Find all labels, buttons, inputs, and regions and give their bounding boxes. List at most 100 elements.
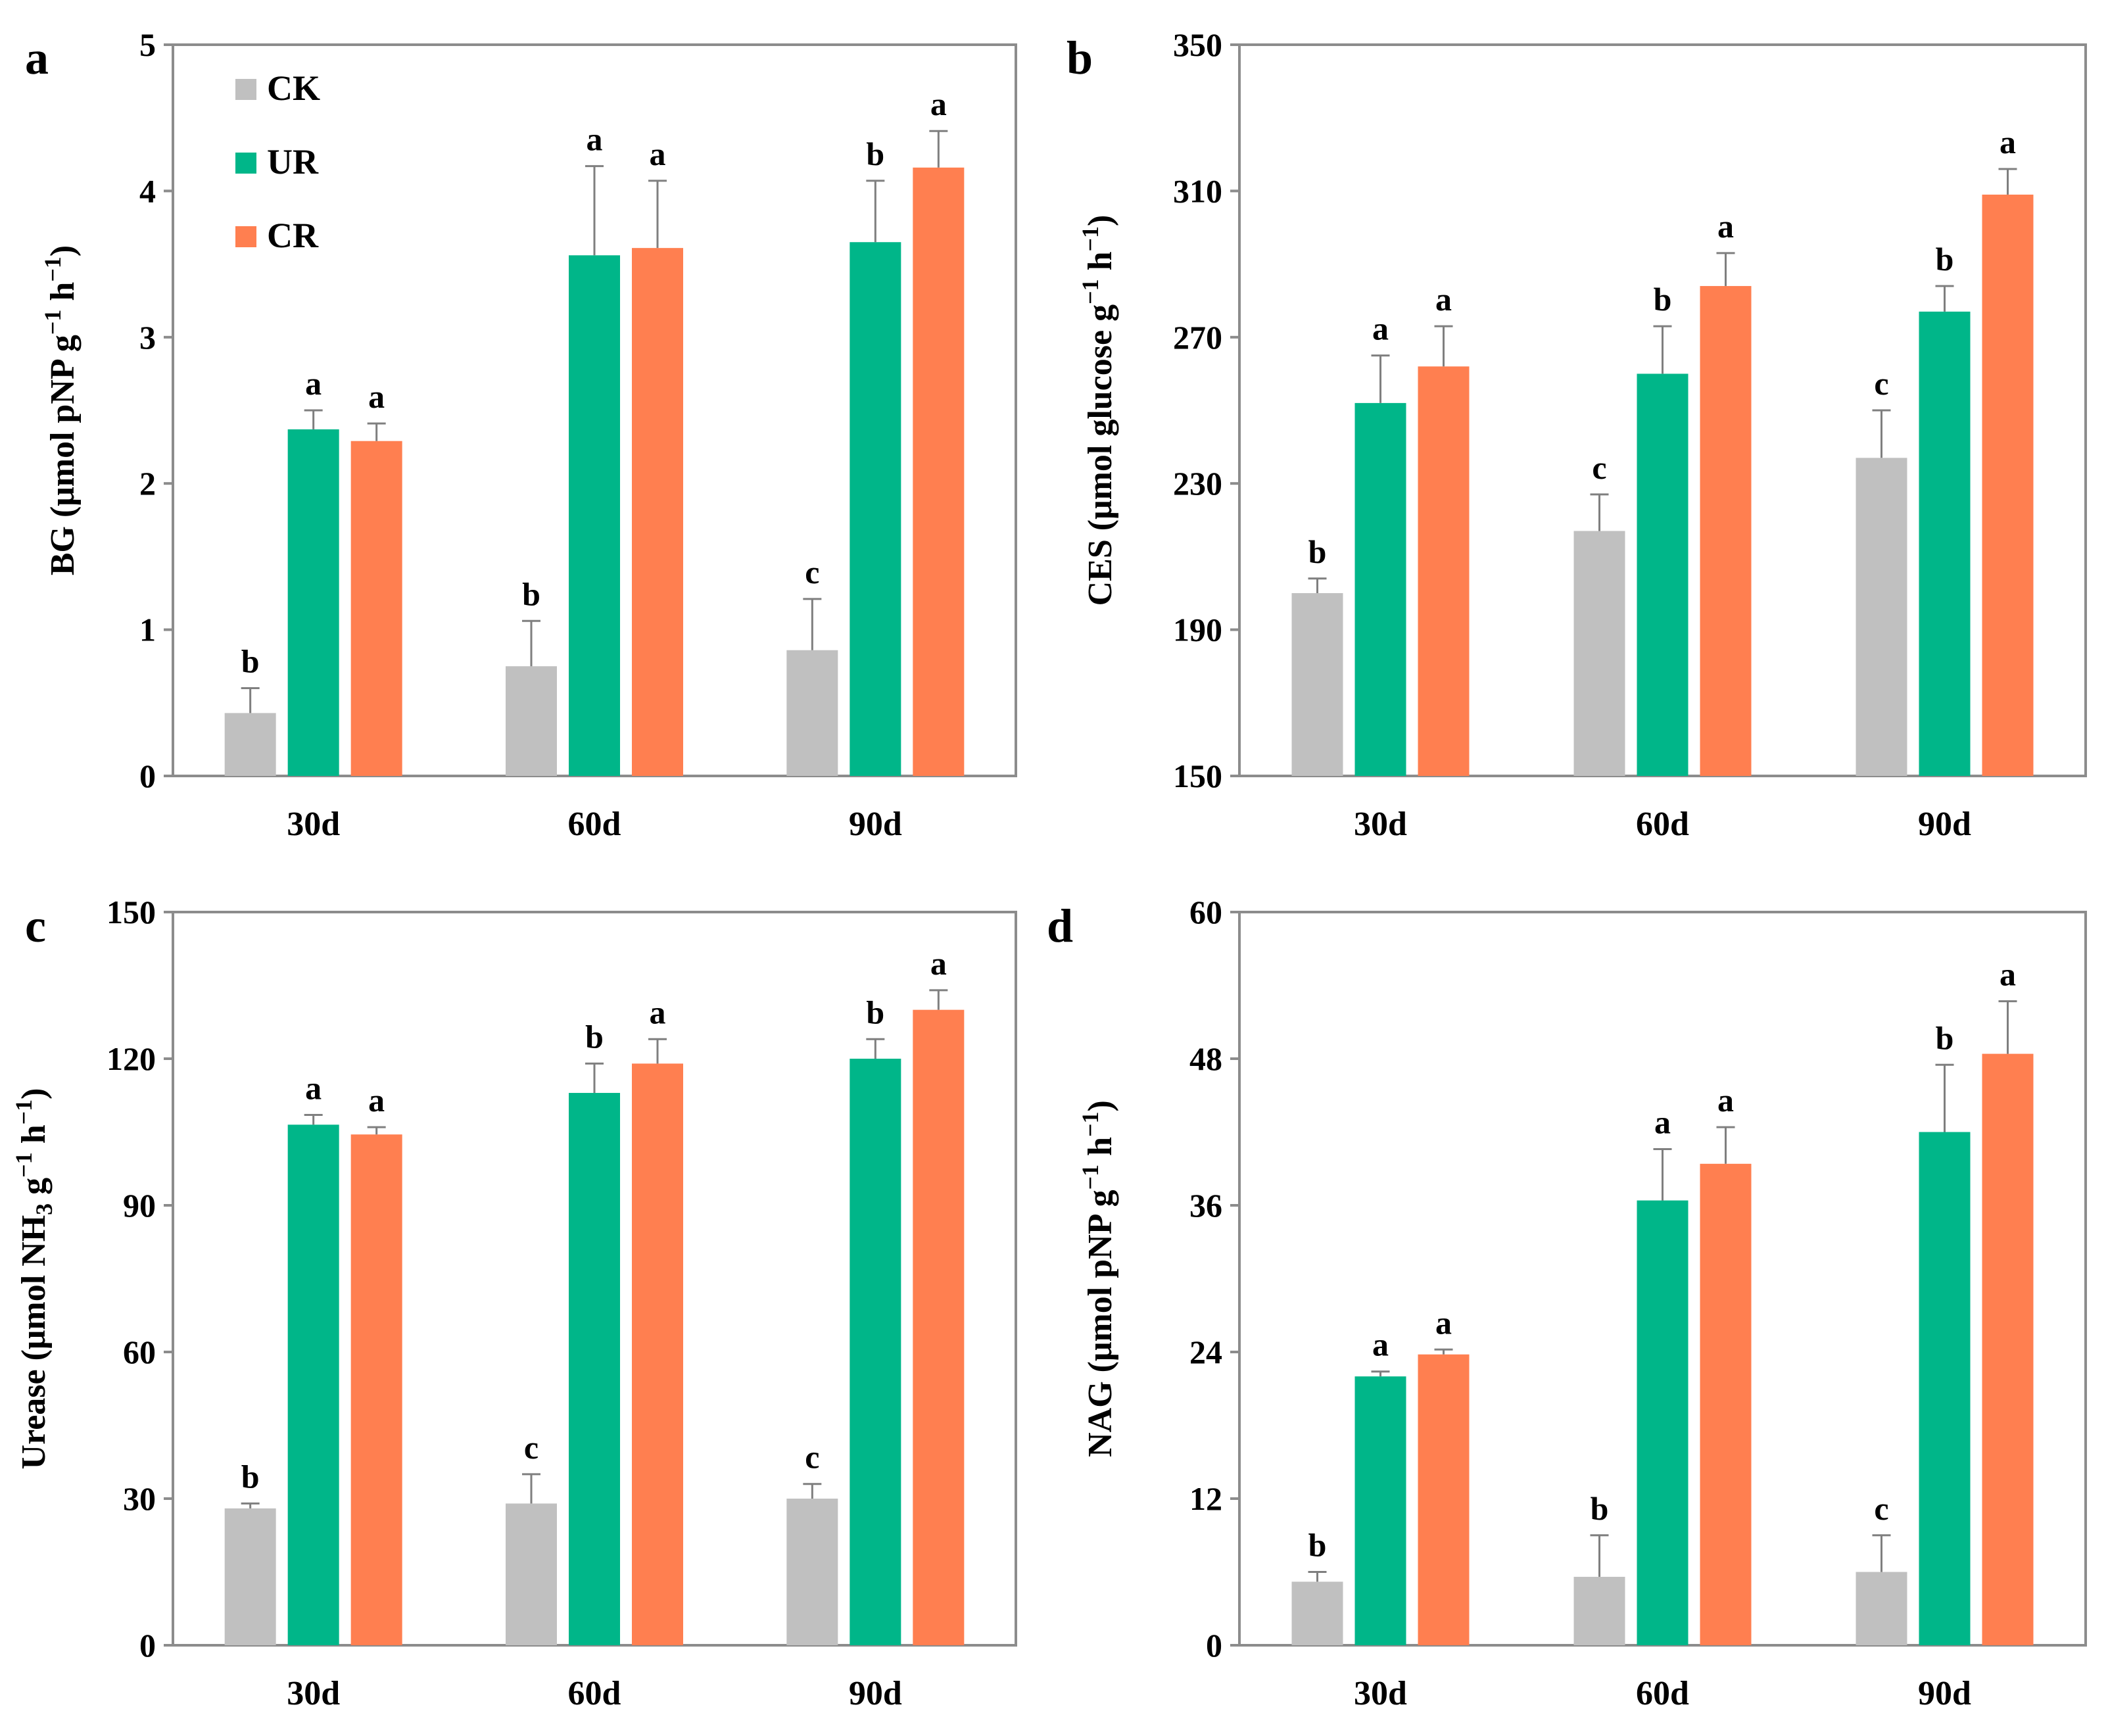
y-tick-label: 230 bbox=[1173, 465, 1222, 502]
bar-ck-60d bbox=[1573, 531, 1625, 776]
legend-swatch-ck bbox=[235, 79, 256, 100]
bar-ur-90d bbox=[850, 1059, 901, 1645]
legend-label-ur: UR bbox=[267, 142, 319, 181]
bar-ur-60d bbox=[569, 255, 620, 777]
x-tick-label: 30d bbox=[1354, 806, 1407, 843]
y-tick-label: 190 bbox=[1173, 612, 1222, 648]
bar-cr-60d bbox=[1700, 285, 1752, 777]
significance-label: a bbox=[305, 1069, 322, 1106]
bar-cr-30d bbox=[1418, 1354, 1470, 1645]
panel-label: d bbox=[1047, 900, 1073, 952]
y-axis-label: BG (μmol pNP g−1 h−1) bbox=[39, 245, 82, 575]
bar-ur-60d bbox=[1637, 374, 1689, 776]
significance-label: a bbox=[2000, 124, 2016, 160]
significance-label: a bbox=[587, 121, 603, 158]
y-tick-label: 12 bbox=[1189, 1480, 1222, 1517]
y-tick-label: 48 bbox=[1189, 1040, 1222, 1077]
chart-panel-d: d 0 12 24 36 48 60 NAG (μmol pNP g−1 h−1) 30d b a a… bbox=[1047, 894, 2087, 1712]
y-tick-label: 4 bbox=[139, 172, 156, 209]
bar-cr-90d bbox=[1982, 1053, 2034, 1645]
significance-label: b bbox=[1308, 1527, 1327, 1564]
bar-ur-30d bbox=[1354, 1376, 1406, 1645]
y-tick-label: 60 bbox=[1189, 894, 1222, 930]
y-tick-label: 36 bbox=[1189, 1187, 1222, 1224]
significance-label: b bbox=[866, 994, 884, 1030]
x-tick-label: 90d bbox=[849, 1675, 902, 1712]
significance-label: b bbox=[1654, 281, 1672, 318]
bar-ck-30d bbox=[224, 713, 276, 776]
significance-label: a bbox=[2000, 956, 2016, 993]
significance-label: c bbox=[805, 1439, 819, 1476]
x-tick-label: 30d bbox=[1354, 1675, 1407, 1712]
significance-label: a bbox=[1435, 281, 1452, 318]
chart-panel-a: a 0 1 2 3 4 5 BG (μmol pNP g−1 h−1) 30d b a a 60d b a a… bbox=[25, 26, 1017, 843]
bar-ck-90d bbox=[786, 650, 838, 776]
y-tick-label: 24 bbox=[1189, 1334, 1222, 1370]
significance-label: a bbox=[930, 945, 947, 982]
significance-label: c bbox=[1874, 365, 1888, 402]
significance-label: b bbox=[241, 643, 260, 680]
legend-label-ck: CK bbox=[267, 68, 320, 108]
bar-cr-90d bbox=[913, 167, 965, 777]
significance-label: a bbox=[305, 365, 322, 402]
y-tick-label: 30 bbox=[123, 1480, 156, 1517]
significance-label: b bbox=[241, 1458, 260, 1495]
y-tick-label: 350 bbox=[1173, 26, 1222, 63]
chart-panel-b: b 150 190 230 270 310 350 CES (μmol glucose g−1… bbox=[1066, 26, 2087, 843]
x-tick-label: 60d bbox=[568, 1675, 621, 1712]
significance-label: b bbox=[522, 575, 540, 612]
y-tick-label: 0 bbox=[139, 758, 156, 794]
bar-ur-30d bbox=[1354, 402, 1406, 776]
significance-label: a bbox=[368, 378, 385, 415]
y-axis-label: NAG (μmol pNP g−1 h−1) bbox=[1077, 1100, 1119, 1457]
x-tick-label: 30d bbox=[287, 806, 340, 843]
significance-label: a bbox=[930, 85, 947, 122]
significance-label: a bbox=[650, 135, 666, 172]
significance-label: c bbox=[1874, 1490, 1888, 1527]
y-tick-label: 1 bbox=[139, 612, 156, 648]
significance-label: b bbox=[585, 1018, 604, 1055]
bar-cr-30d bbox=[350, 1134, 402, 1645]
bar-ck-90d bbox=[1856, 1572, 1907, 1645]
bar-ck-60d bbox=[1573, 1576, 1625, 1645]
significance-label: a bbox=[1435, 1304, 1452, 1341]
significance-label: c bbox=[1592, 449, 1606, 486]
significance-label: a bbox=[368, 1082, 385, 1119]
y-tick-label: 3 bbox=[139, 319, 156, 356]
y-tick-label: 0 bbox=[139, 1627, 156, 1664]
bar-ur-90d bbox=[1919, 1132, 1971, 1645]
legend: CK UR CR bbox=[235, 68, 320, 255]
x-tick-label: 60d bbox=[1636, 806, 1689, 843]
bar-cr-30d bbox=[350, 441, 402, 776]
bar-ur-60d bbox=[1637, 1200, 1689, 1645]
y-tick-label: 60 bbox=[123, 1334, 156, 1370]
y-tick-label: 120 bbox=[107, 1040, 156, 1077]
bar-cr-60d bbox=[632, 1063, 683, 1645]
bar-cr-90d bbox=[1982, 194, 2034, 777]
y-tick-label: 5 bbox=[139, 26, 156, 63]
x-tick-label: 90d bbox=[1918, 806, 1971, 843]
bar-ck-30d bbox=[1291, 593, 1343, 776]
bar-ck-90d bbox=[1856, 458, 1907, 776]
significance-label: a bbox=[1717, 1082, 1734, 1119]
y-tick-label: 310 bbox=[1173, 172, 1222, 209]
bar-ck-60d bbox=[506, 1503, 557, 1645]
bar-ck-60d bbox=[506, 666, 557, 776]
y-tick-label: 2 bbox=[139, 465, 156, 502]
legend-label-cr: CR bbox=[267, 216, 319, 255]
significance-label: b bbox=[1308, 533, 1327, 570]
bar-ur-90d bbox=[850, 242, 901, 776]
x-tick-label: 60d bbox=[1636, 1675, 1689, 1712]
x-tick-label: 30d bbox=[287, 1675, 340, 1712]
significance-label: a bbox=[1717, 208, 1734, 245]
significance-label: c bbox=[524, 1429, 539, 1466]
y-tick-label: 150 bbox=[107, 894, 156, 930]
bar-ur-30d bbox=[287, 429, 339, 776]
bar-cr-60d bbox=[632, 248, 683, 776]
significance-label: a bbox=[1372, 310, 1389, 347]
significance-label: a bbox=[650, 994, 666, 1030]
significance-label: b bbox=[1936, 1019, 1954, 1056]
chart-panel-c: c 0 30 60 90 120 150 Urease (μmol NH3 g−1 h−1) 3… bbox=[11, 894, 1017, 1712]
panel-label: b bbox=[1066, 32, 1093, 84]
significance-label: b bbox=[1936, 241, 1954, 277]
